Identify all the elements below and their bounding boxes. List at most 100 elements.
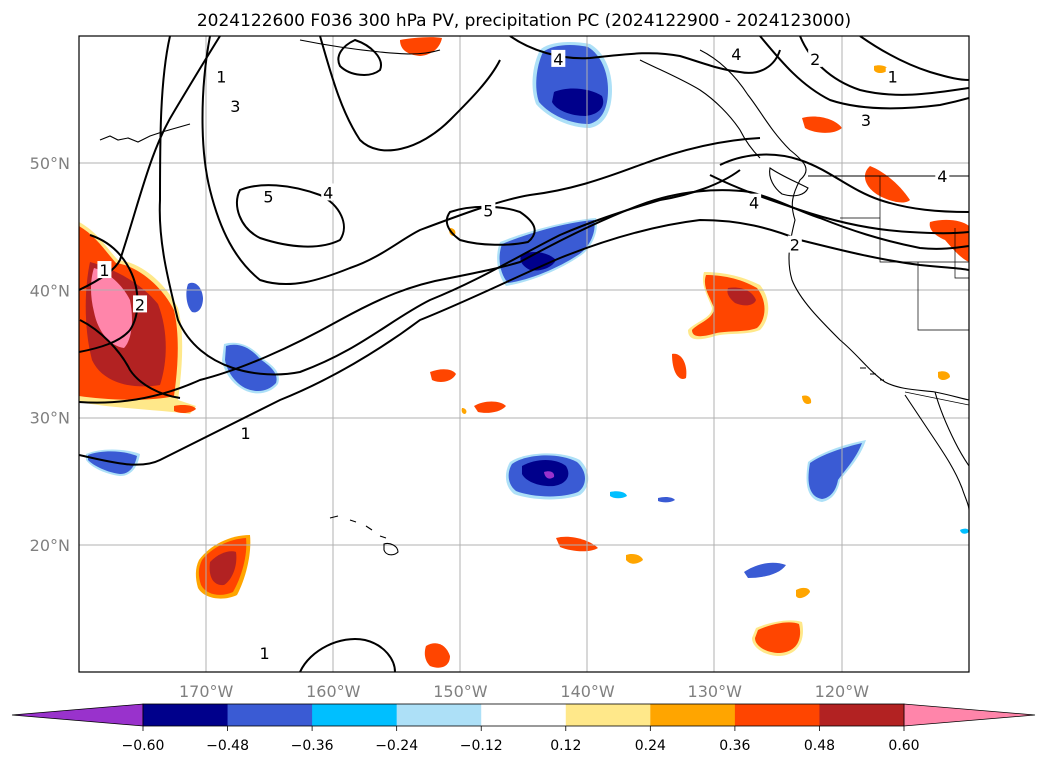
lon-tick-label: 150°W bbox=[433, 682, 488, 701]
precip-blob-positive bbox=[727, 287, 756, 306]
coastline-alaska bbox=[299, 39, 441, 55]
pv-contour-label-background bbox=[214, 67, 229, 85]
longitude-tick-labels: 170°W 160°W 150°W 140°W 130°W 120°W bbox=[179, 682, 869, 701]
pv-contour-label: 5 bbox=[483, 201, 493, 220]
pv-contour-label-background bbox=[859, 110, 874, 128]
gridlines bbox=[79, 36, 969, 672]
precip-blob-small bbox=[474, 401, 506, 413]
precip-blob-small bbox=[424, 643, 450, 668]
lon-tick-label: 130°W bbox=[688, 682, 743, 701]
coastline-baja-california bbox=[904, 394, 969, 511]
colorbar-tick-label: −0.36 bbox=[291, 738, 334, 754]
colorbar-segment bbox=[227, 704, 313, 726]
pv-contour-label: 2 bbox=[810, 50, 820, 69]
coastline-alaska-islands bbox=[639, 59, 761, 159]
colorbar-segment bbox=[143, 704, 229, 726]
pv-contour-label-background bbox=[729, 44, 744, 62]
coastline-vancouver-island bbox=[769, 167, 809, 197]
pv-contour-label-background bbox=[551, 49, 566, 67]
pv-contour-label-background bbox=[257, 643, 272, 661]
pv-contour-label-background bbox=[321, 183, 336, 201]
figure-title: 2024122600 F036 300 hPa PV, precipitatio… bbox=[197, 11, 851, 31]
colorbar-tick-label: 0.12 bbox=[550, 738, 581, 754]
pv-contour-label-background bbox=[133, 295, 148, 313]
precip-blob-positive bbox=[929, 219, 969, 262]
border-us-mexico bbox=[904, 391, 969, 406]
precip-blob-positive bbox=[864, 166, 910, 203]
precip-blob-negative bbox=[225, 344, 277, 391]
colorbar-extend-max bbox=[903, 703, 1036, 727]
precip-blob-negative bbox=[544, 471, 555, 479]
precip-blob-small bbox=[626, 553, 643, 564]
pv-contour-label: 4 bbox=[553, 50, 563, 69]
pv-contour-label: 5 bbox=[263, 187, 273, 206]
precip-blob-small bbox=[802, 395, 812, 405]
lat-tick-label: 40°N bbox=[30, 281, 70, 300]
pv-contour-label-background bbox=[787, 235, 802, 253]
pv-contour-label-background bbox=[481, 201, 496, 219]
pv-contour-label: 4 bbox=[749, 194, 759, 213]
precip-blob-negative bbox=[744, 562, 786, 578]
precip-blob-negative bbox=[960, 528, 969, 534]
pv-contour-label: 2 bbox=[135, 295, 145, 314]
precip-blob-small bbox=[796, 587, 810, 599]
pv-contour bbox=[79, 218, 969, 466]
colorbar-extend-min bbox=[11, 703, 144, 727]
precip-blob-positive-west bbox=[91, 268, 132, 348]
pv-contour bbox=[201, 36, 761, 286]
lon-tick-label: 120°W bbox=[815, 682, 870, 701]
precip-blob-small bbox=[874, 65, 888, 73]
pv-contour-label-background bbox=[885, 67, 900, 85]
pv-contour bbox=[79, 189, 969, 404]
pv-contour-label-background bbox=[935, 166, 950, 184]
colorbar-segment bbox=[650, 704, 736, 726]
pv-contour-label-background bbox=[228, 96, 243, 114]
colorbar-segment bbox=[734, 704, 820, 726]
pv-contour bbox=[719, 153, 969, 213]
pv-contour-label: 4 bbox=[731, 45, 741, 64]
pv-contour-label: 3 bbox=[861, 111, 871, 130]
lat-tick-label: 30°N bbox=[30, 409, 70, 428]
pv-contour-label-background bbox=[747, 193, 762, 211]
colorbar-segment bbox=[312, 704, 398, 726]
precip-blob-negative bbox=[610, 491, 627, 499]
pv-contour-label: 2 bbox=[790, 236, 800, 255]
colorbar-tick-label: 0.24 bbox=[635, 738, 666, 754]
coastline-hawaii bbox=[329, 515, 399, 556]
pv-contours bbox=[79, 36, 969, 672]
border-us-states bbox=[840, 176, 969, 331]
precip-blob-small bbox=[672, 353, 687, 379]
precip-blob-small bbox=[461, 408, 467, 414]
precip-blob-negative bbox=[658, 496, 675, 503]
pv-contour-label-background bbox=[97, 261, 112, 279]
coastline-gulf-of-california bbox=[934, 391, 969, 467]
precip-blob-small bbox=[938, 371, 950, 380]
pv-contour bbox=[759, 36, 969, 110]
lat-tick-label: 50°N bbox=[30, 154, 70, 173]
precip-blob-positive bbox=[209, 551, 237, 586]
pv-contour-label: 1 bbox=[888, 68, 898, 87]
pv-contour-label: 1 bbox=[216, 68, 226, 87]
colorbar-tick-label: 0.60 bbox=[888, 738, 919, 754]
pv-contour bbox=[235, 184, 345, 248]
lon-tick-label: 140°W bbox=[560, 682, 615, 701]
precip-positive-shading bbox=[79, 37, 969, 668]
colorbar-outline bbox=[142, 703, 905, 727]
colorbar-segment bbox=[819, 704, 905, 726]
colorbar-tick-label: −0.48 bbox=[206, 738, 249, 754]
pv-contour-label: 1 bbox=[240, 424, 250, 443]
map-frame bbox=[78, 35, 970, 673]
pv-contour bbox=[79, 319, 181, 399]
pv-contour-label: 3 bbox=[230, 97, 240, 116]
pv-contour bbox=[337, 38, 382, 76]
colorbar: −0.60 −0.48 −0.36 −0.24 −0.12 0.12 0.24 0.36 0.4… bbox=[11, 703, 1036, 754]
pv-contour bbox=[319, 36, 501, 152]
precip-blob-negative bbox=[808, 443, 862, 499]
colorbar-tick-label: −0.24 bbox=[375, 738, 418, 754]
lon-tick-label: 170°W bbox=[179, 682, 234, 701]
lon-tick-label: 160°W bbox=[306, 682, 361, 701]
pv-contour-label-background bbox=[261, 187, 276, 205]
